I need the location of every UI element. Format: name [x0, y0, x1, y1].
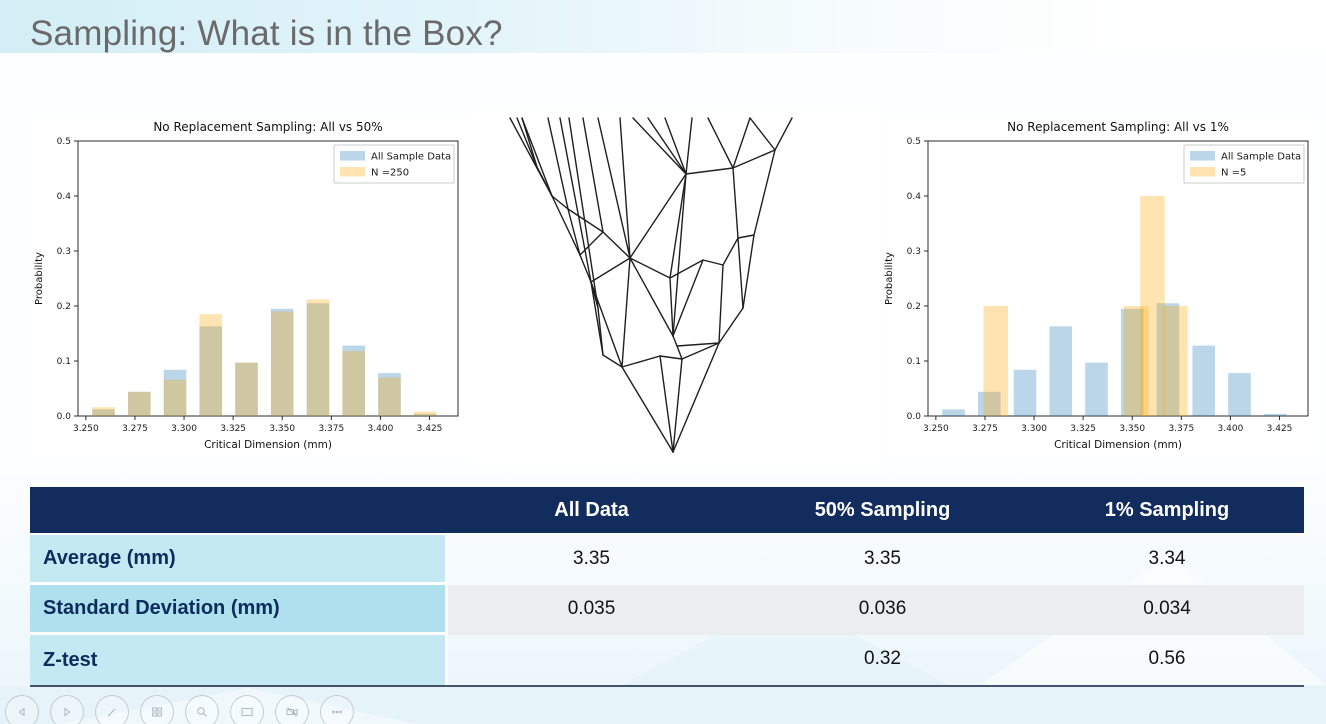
header-corner-cell: [30, 487, 448, 535]
table-bottom-rule: [30, 685, 1304, 687]
svg-text:N =5: N =5: [1221, 168, 1246, 179]
svg-text:0.3: 0.3: [907, 247, 921, 257]
cell-ztest-50pct: 0.32: [864, 647, 901, 669]
stats-table: All Data 50% Sampling 1% Sampling Averag…: [30, 487, 1304, 685]
camera-button[interactable]: [275, 695, 309, 724]
header-all-data: All Data: [448, 487, 735, 535]
svg-text:3.300: 3.300: [171, 424, 197, 434]
svg-text:3.275: 3.275: [122, 424, 148, 434]
svg-text:3.375: 3.375: [1168, 424, 1194, 434]
table-row-ztest: Z-test 0.32 0.56: [30, 635, 1304, 685]
svg-text:3.375: 3.375: [318, 424, 344, 434]
svg-text:Probability: Probability: [34, 252, 45, 305]
svg-text:All Sample Data: All Sample Data: [1221, 152, 1301, 163]
svg-text:3.275: 3.275: [972, 424, 998, 434]
zoom-button[interactable]: [185, 695, 219, 724]
svg-text:3.325: 3.325: [1070, 424, 1096, 434]
more-options-button[interactable]: [320, 695, 354, 724]
table-row-average: Average (mm) 3.35 3.35 3.34: [30, 535, 1304, 585]
header-50pct-sampling: 50% Sampling: [735, 487, 1030, 535]
svg-text:0.5: 0.5: [57, 137, 71, 147]
table-row-stddev: Standard Deviation (mm) 0.035 0.036 0.03…: [30, 585, 1304, 635]
svg-text:Critical Dimension (mm): Critical Dimension (mm): [1054, 439, 1182, 451]
title-band-decoration: [0, 0, 1326, 53]
camera-icon: [286, 707, 298, 717]
presenter-toolbar: [5, 695, 354, 724]
row-label-stddev: Standard Deviation (mm): [30, 585, 448, 635]
svg-text:No Replacement Sampling: All v: No Replacement Sampling: All vs 50%: [153, 120, 382, 134]
svg-text:0.3: 0.3: [57, 247, 71, 257]
svg-text:0.1: 0.1: [57, 357, 71, 367]
svg-text:3.250: 3.250: [73, 424, 99, 434]
slide-title: Sampling: What is in the Box?: [30, 14, 503, 53]
wireframe-cone-mesh: [509, 117, 793, 453]
background-bottom-strip: [0, 686, 1326, 724]
zoom-icon: [197, 707, 207, 717]
table-header-row: All Data 50% Sampling 1% Sampling: [30, 487, 1304, 535]
next-slide-icon: [64, 707, 71, 717]
svg-text:Critical Dimension (mm): Critical Dimension (mm): [204, 439, 332, 451]
cell-stddev-1pct: 0.034: [1030, 585, 1304, 635]
show-taskbar-button[interactable]: [230, 695, 264, 724]
more-options-icon: [332, 710, 342, 714]
cell-stddev-50pct: 0.036: [735, 585, 1030, 635]
svg-text:3.250: 3.250: [923, 424, 949, 434]
svg-text:3.400: 3.400: [1218, 424, 1244, 434]
pen-button[interactable]: [95, 695, 129, 724]
svg-text:Probability: Probability: [884, 252, 895, 305]
svg-text:0.4: 0.4: [57, 192, 72, 202]
cell-average-all: 3.35: [573, 547, 610, 569]
svg-text:N =250: N =250: [371, 168, 409, 179]
svg-text:0.0: 0.0: [907, 412, 922, 422]
histogram-all-vs-50-svg: 3.250 3.275 3.300 3.325 3.350 3.375 3.400 3.425…: [34, 120, 459, 451]
svg-text:0.5: 0.5: [907, 137, 921, 147]
svg-text:All Sample Data: All Sample Data: [371, 152, 451, 163]
svg-text:3.425: 3.425: [417, 424, 443, 434]
see-all-slides-icon: [152, 707, 162, 717]
svg-text:3.425: 3.425: [1267, 424, 1293, 434]
svg-text:3.300: 3.300: [1021, 424, 1047, 434]
svg-text:3.350: 3.350: [1119, 424, 1145, 434]
show-taskbar-icon: [241, 708, 253, 716]
svg-text:3.350: 3.350: [269, 424, 295, 434]
svg-text:0.2: 0.2: [907, 302, 921, 312]
previous-slide-button[interactable]: [5, 695, 39, 724]
svg-text:3.325: 3.325: [220, 424, 246, 434]
svg-text:0.1: 0.1: [907, 357, 921, 367]
row-label-ztest: Z-test: [30, 635, 448, 685]
stats-table-wrap: All Data 50% Sampling 1% Sampling Averag…: [30, 487, 1304, 687]
row-label-average: Average (mm): [30, 535, 448, 585]
histogram-all-vs-1: 3.250 3.275 3.300 3.325 3.350 3.375 3.400 3.425…: [882, 116, 1322, 456]
svg-text:0.0: 0.0: [57, 412, 72, 422]
cell-average-1pct: 3.34: [1148, 547, 1186, 569]
pen-icon: [108, 708, 116, 717]
svg-text:3.400: 3.400: [368, 424, 394, 434]
header-1pct-sampling: 1% Sampling: [1030, 487, 1304, 535]
histogram-all-vs-50: 3.250 3.275 3.300 3.325 3.350 3.375 3.400 3.425…: [32, 116, 472, 456]
histogram-all-vs-1-svg: 3.250 3.275 3.300 3.325 3.350 3.375 3.400 3.425…: [884, 120, 1309, 451]
svg-text:No Replacement Sampling: All v: No Replacement Sampling: All vs 1%: [1007, 120, 1229, 134]
svg-text:0.4: 0.4: [907, 192, 922, 202]
see-all-slides-button[interactable]: [140, 695, 174, 724]
svg-text:0.2: 0.2: [57, 302, 71, 312]
cell-ztest-1pct: 0.56: [1148, 647, 1186, 669]
previous-slide-icon: [18, 707, 25, 717]
cell-average-50pct: 3.35: [864, 547, 901, 569]
wireframe-mesh-figure: [470, 110, 880, 465]
next-slide-button[interactable]: [50, 695, 84, 724]
cell-stddev-all: 0.035: [448, 585, 735, 635]
cell-ztest-all: [448, 635, 735, 685]
